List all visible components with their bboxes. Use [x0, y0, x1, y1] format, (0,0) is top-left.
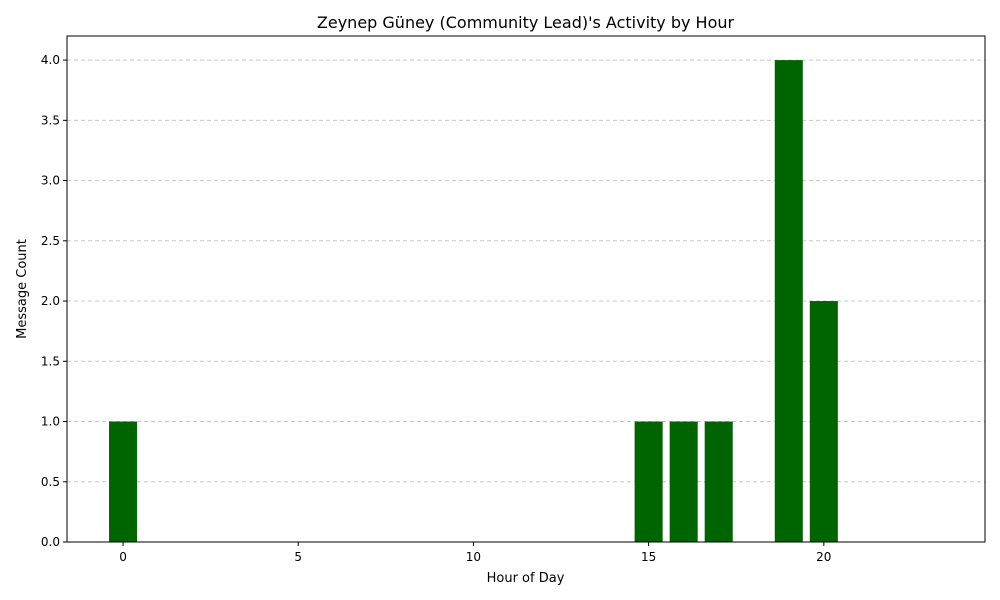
y-tick-label: 0.0 [41, 535, 60, 549]
bar-hour-15 [634, 421, 663, 542]
x-tick-label: 0 [119, 550, 127, 564]
y-tick-label: 1.5 [41, 354, 60, 368]
bar-hour-17 [704, 421, 733, 542]
bar-hour-0 [109, 421, 138, 542]
x-tick-label: 5 [294, 550, 302, 564]
x-tick-label: 15 [641, 550, 656, 564]
y-tick-label: 2.0 [41, 294, 60, 308]
y-tick-label: 1.0 [41, 415, 60, 429]
y-axis-label: Message Count [15, 239, 30, 339]
y-tick-label: 3.5 [41, 113, 60, 127]
y-tick-label: 4.0 [41, 53, 60, 67]
x-axis-ticks: 0 5 10 15 20 [119, 542, 831, 564]
y-tick-label: 2.5 [41, 234, 60, 248]
x-tick-label: 20 [816, 550, 831, 564]
y-axis-ticks: 0.0 0.5 1.0 1.5 2.0 2.5 3.0 3.5 4.0 [41, 53, 67, 549]
bars [109, 60, 838, 542]
chart-title: Zeynep Güney (Community Lead)'s Activity… [317, 13, 735, 32]
plot-frame [66, 35, 986, 543]
y-tick-label: 0.5 [41, 475, 60, 489]
bar-hour-16 [669, 421, 698, 542]
grid-lines [67, 59, 985, 483]
x-tick-label: 10 [466, 550, 481, 564]
x-axis-label: Hour of Day [487, 571, 565, 586]
bar-hour-20 [809, 301, 838, 542]
bar-hour-19 [774, 60, 803, 542]
y-tick-label: 3.0 [41, 174, 60, 188]
